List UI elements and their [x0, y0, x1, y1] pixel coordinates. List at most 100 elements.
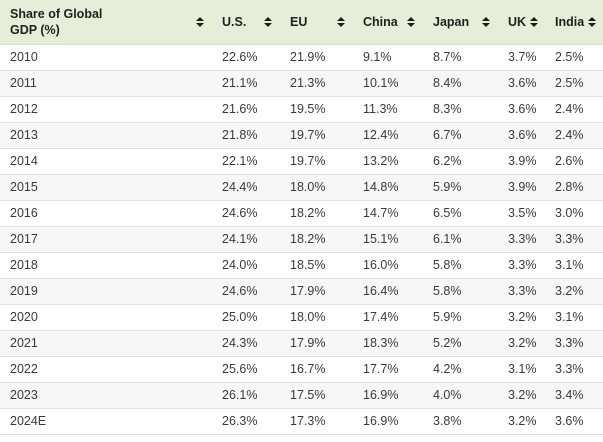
table-cell: 3.2%: [508, 310, 537, 324]
table-cell: 5.8%: [433, 284, 462, 298]
table-cell: 3.5%: [508, 206, 537, 220]
column-header-china[interactable]: China: [353, 0, 423, 45]
table-cell: 3.6%: [508, 128, 537, 142]
row-year: 2023: [10, 388, 38, 402]
row-year: 2021: [10, 336, 38, 350]
table-cell: 3.2%: [508, 336, 537, 350]
sort-icon[interactable]: [196, 16, 206, 27]
table-cell: 6.1%: [433, 232, 462, 246]
column-header-japan[interactable]: Japan: [423, 0, 498, 45]
table-cell: 10.1%: [363, 76, 399, 90]
table-cell: 6.5%: [433, 206, 462, 220]
table-cell: 6.7%: [433, 128, 462, 142]
column-header-india[interactable]: India: [545, 0, 603, 45]
table-cell: 3.6%: [555, 414, 584, 428]
header-row: Share of Global GDP (%) U.S. EU: [0, 0, 603, 45]
table-cell: 17.7%: [363, 362, 399, 376]
table-row: 2023 26.1% 17.5% 16.9% 4.0% 3.2% 3.4%: [0, 382, 603, 408]
table-cell: 3.1%: [555, 310, 584, 324]
table-row: 2022 25.6% 16.7% 17.7% 4.2% 3.1% 3.3%: [0, 356, 603, 382]
sort-icon[interactable]: [264, 16, 274, 27]
table-cell: 9.1%: [363, 50, 392, 64]
table-row: 2016 24.6% 18.2% 14.7% 6.5% 3.5% 3.0%: [0, 200, 603, 226]
sort-icon[interactable]: [407, 16, 417, 27]
table-cell: 18.2%: [290, 206, 326, 220]
sort-icon[interactable]: [482, 16, 492, 27]
table-cell: 3.9%: [508, 154, 537, 168]
table-cell: 16.7%: [290, 362, 326, 376]
column-header-share-of-global-gdp[interactable]: Share of Global GDP (%): [0, 0, 212, 45]
table-cell: 3.9%: [508, 180, 537, 194]
table-cell: 18.0%: [290, 180, 326, 194]
table-cell: 24.3%: [222, 336, 258, 350]
table-cell: 16.4%: [363, 284, 399, 298]
table-cell: 4.2%: [433, 362, 462, 376]
table-cell: 24.4%: [222, 180, 258, 194]
table-cell: 26.1%: [222, 388, 258, 402]
table-cell: 18.3%: [363, 336, 399, 350]
table-row: 2013 21.8% 19.7% 12.4% 6.7% 3.6% 2.4%: [0, 122, 603, 148]
table-cell: 5.8%: [433, 258, 462, 272]
table-cell: 11.3%: [363, 102, 398, 116]
row-year: 2016: [10, 206, 38, 220]
table-cell: 3.1%: [508, 362, 537, 376]
table-cell: 3.0%: [555, 206, 584, 220]
row-year: 2014: [10, 154, 38, 168]
table-row: 2020 25.0% 18.0% 17.4% 5.9% 3.2% 3.1%: [0, 304, 603, 330]
table-row: 2021 24.3% 17.9% 18.3% 5.2% 3.2% 3.3%: [0, 330, 603, 356]
table-cell: 3.2%: [508, 388, 537, 402]
sort-icon[interactable]: [530, 16, 540, 27]
table-cell: 16.9%: [363, 414, 399, 428]
sort-icon[interactable]: [337, 16, 347, 27]
table-cell: 2.5%: [555, 76, 584, 90]
table-cell: 21.8%: [222, 128, 258, 142]
row-year: 2019: [10, 284, 38, 298]
table-cell: 8.3%: [433, 102, 462, 116]
table-cell: 3.3%: [508, 258, 537, 272]
column-header-uk[interactable]: UK: [498, 0, 545, 45]
table-cell: 21.3%: [290, 76, 326, 90]
table-cell: 24.6%: [222, 284, 258, 298]
table-cell: 19.5%: [290, 102, 326, 116]
sort-icon[interactable]: [588, 16, 598, 27]
row-year: 2013: [10, 128, 38, 142]
column-label: China: [363, 14, 398, 29]
table-cell: 18.0%: [290, 310, 326, 324]
column-label: India: [555, 14, 585, 29]
table-cell: 25.0%: [222, 310, 258, 324]
table-cell: 17.9%: [290, 284, 326, 298]
table-cell: 24.6%: [222, 206, 258, 220]
row-year: 2020: [10, 310, 38, 324]
table-cell: 3.8%: [433, 414, 462, 428]
column-header-us[interactable]: U.S.: [212, 0, 280, 45]
table-body: 2010 22.6% 21.9% 9.1% 8.7% 3.7% 2.5% 201…: [0, 44, 603, 434]
table-cell: 24.0%: [222, 258, 258, 272]
table-cell: 5.9%: [433, 180, 462, 194]
table-cell: 3.4%: [555, 388, 584, 402]
row-year: 2024E: [10, 414, 47, 428]
table-header: Share of Global GDP (%) U.S. EU: [0, 0, 603, 45]
row-year: 2017: [10, 232, 38, 246]
table-row: 2019 24.6% 17.9% 16.4% 5.8% 3.3% 3.2%: [0, 278, 603, 304]
table-cell: 16.9%: [363, 388, 399, 402]
row-year: 2010: [10, 50, 38, 64]
table-cell: 17.9%: [290, 336, 326, 350]
table-cell: 13.2%: [363, 154, 399, 168]
table-cell: 17.5%: [290, 388, 326, 402]
table-cell: 16.0%: [363, 258, 399, 272]
table-cell: 18.2%: [290, 232, 326, 246]
table-cell: 24.1%: [222, 232, 258, 246]
table-cell: 3.1%: [555, 258, 584, 272]
column-header-eu[interactable]: EU: [280, 0, 353, 45]
column-label: U.S.: [222, 14, 247, 29]
row-year: 2018: [10, 258, 38, 272]
table-cell: 4.0%: [433, 388, 462, 402]
table-cell: 21.1%: [222, 76, 258, 90]
table-cell: 3.6%: [508, 76, 537, 90]
table-row: 2018 24.0% 18.5% 16.0% 5.8% 3.3% 3.1%: [0, 252, 603, 278]
table-cell: 3.3%: [508, 232, 537, 246]
table-cell: 21.6%: [222, 102, 258, 116]
table-cell: 3.3%: [555, 336, 584, 350]
